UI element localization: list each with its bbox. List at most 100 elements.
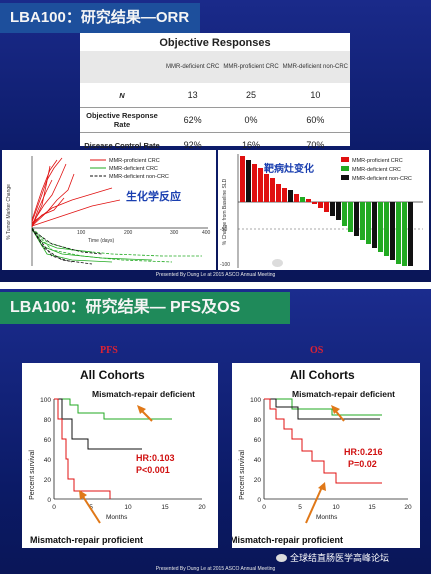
x-tick: 15: [368, 504, 376, 511]
slide-orr: LBA100：研究结果—ORR Objective Responses MMR-…: [0, 0, 431, 282]
legend: MMR-proficient CRC MMR-deficient CRC MMR…: [341, 157, 412, 182]
y-tick: 100: [40, 397, 51, 404]
x-ticks: 0 5 10 15 20: [52, 504, 206, 511]
y-tick: 20: [254, 477, 262, 484]
tumor-marker-svg: % Tumor Marker Change 100 200 300 400 Ti…: [6, 156, 211, 266]
y-tick: 60: [254, 437, 262, 444]
y-tick: 100: [250, 397, 261, 404]
x-tick: 20: [404, 504, 412, 511]
wechat-icon: [276, 553, 287, 562]
x-tick: 5: [298, 504, 302, 511]
hr-value: HR:0.103: [136, 453, 175, 463]
footer: Presented By Dung Le at 2015 ASCO Annual…: [155, 272, 276, 278]
watermark: 全球结直肠医学高峰论坛: [276, 551, 389, 564]
os-chart: All Cohorts Mismatch-repair deficient Pe…: [230, 363, 420, 548]
y-tick: 20: [44, 477, 52, 484]
y-tick: 60: [44, 437, 52, 444]
col-header: MMR-deficient non-CRC: [280, 51, 350, 83]
x-ticks: 0 5 10 15 20: [262, 504, 412, 511]
hr-value: HR:0.216: [344, 447, 383, 457]
annotation-proficient: Mismatch-repair proficient: [232, 535, 343, 545]
pfs-chart: All Cohorts Mismatch-repair deficient Pe…: [22, 363, 218, 548]
cell: 60%: [280, 107, 350, 133]
x-axis-label: Time (days): [88, 238, 115, 244]
os-label: OS: [310, 345, 324, 356]
col-header: MMR-proficient CRC: [221, 51, 281, 83]
y-tick: 0: [47, 497, 51, 504]
x-tick: 200: [124, 230, 133, 236]
annotation-deficient: Mismatch-repair deficient: [92, 389, 195, 399]
proficient-curve: [264, 398, 382, 484]
y-axis-label: % Tumor Marker Change: [6, 184, 12, 240]
chart-title: 靶病灶变化: [264, 162, 314, 175]
y-axis-label: % Change from Baseline SLD: [222, 178, 228, 245]
pfs-label: PFS: [100, 345, 118, 356]
y-tick: 40: [254, 457, 262, 464]
p-value: P<0.001: [136, 465, 170, 475]
legend-item: MMR-deficient CRC: [352, 167, 401, 173]
slide-title: LBA100：研究结果— PFS及OS: [0, 292, 290, 324]
os-svg: All Cohorts Mismatch-repair deficient Pe…: [230, 368, 412, 545]
x-tick: 300: [170, 230, 179, 236]
responses-table: MMR-deficient CRC MMR-proficient CRC MMR…: [80, 51, 350, 157]
y-ticks: 0 20 40 60 80 100: [40, 397, 51, 504]
legend-item: MMR-proficient CRC: [352, 158, 403, 164]
cell: 25: [245, 90, 256, 100]
proficient-curve: [54, 398, 111, 499]
watermark-text: 全球结直肠医学高峰论坛: [290, 553, 390, 563]
table-title: Objective Responses: [159, 37, 271, 49]
footer: Presented By Dung Le at 2015 ASCO Annual…: [155, 566, 276, 572]
wechat-icon: [272, 258, 283, 267]
y-tick: 0: [257, 497, 261, 504]
slide-title: LBA100：研究结果—ORR: [0, 3, 200, 33]
row-label: N: [119, 90, 125, 100]
y-ticks: 0 20 40 60 80 100: [250, 397, 261, 504]
x-tick: 0: [52, 504, 56, 511]
y-tick: -100: [220, 262, 230, 268]
non-crc-curve: [54, 398, 142, 450]
watermark: 全球结直肠医学高峰论坛: [272, 257, 374, 268]
x-tick: 10: [332, 504, 340, 511]
row-label: Objective Response Rate: [80, 107, 164, 133]
x-tick: 15: [161, 504, 169, 511]
x-tick: 0: [262, 504, 266, 511]
y-tick: 80: [44, 417, 52, 424]
watermark-text: 全球结直肠医学高峰论坛: [286, 258, 374, 267]
legend-item: MMR-proficient CRC: [109, 158, 160, 164]
p-value: P=0.02: [348, 459, 377, 469]
x-tick: 10: [124, 504, 132, 511]
x-tick: 400: [202, 230, 211, 236]
y-tick: -50: [220, 227, 227, 233]
legend-item: MMR-deficient non-CRC: [109, 174, 169, 180]
objective-responses-table: Objective Responses MMR-deficient CRC MM…: [80, 33, 350, 157]
annotation-deficient: Mismatch-repair deficient: [292, 389, 395, 399]
x-tick: 100: [77, 230, 86, 236]
chart-title: All Cohorts: [290, 368, 355, 382]
legend-item: MMR-deficient CRC: [109, 166, 158, 172]
pfs-svg: All Cohorts Mismatch-repair deficient Pe…: [29, 368, 206, 545]
deficient-curve: [264, 398, 382, 416]
cell: 13: [187, 90, 198, 100]
y-tick: 40: [44, 457, 52, 464]
x-tick: 20: [198, 504, 206, 511]
chart-title: 生化学反应: [126, 189, 181, 203]
slide-pfs-os: LBA100：研究结果— PFS及OS PFS OS All Cohorts M…: [0, 289, 431, 574]
col-header: MMR-deficient CRC: [164, 51, 222, 83]
cell: 62%: [164, 107, 222, 133]
cell: 0%: [221, 107, 281, 133]
y-axis-label: Percent survival: [239, 450, 246, 500]
y-tick: 80: [254, 417, 262, 424]
cell: 10: [310, 90, 321, 100]
x-axis-label: Months: [316, 514, 338, 521]
deficient-non-crc-lines: [31, 227, 103, 265]
y-axis-label: Percent survival: [29, 450, 36, 500]
annotation-proficient: Mismatch-repair proficient: [30, 535, 143, 545]
proficient-lines: [31, 157, 121, 228]
non-crc-curve: [264, 398, 380, 420]
deficient-curve: [54, 398, 172, 420]
legend: MMR-proficient CRC MMR-deficient CRC MMR…: [90, 158, 169, 180]
x-axis-label: Months: [106, 514, 128, 521]
waterfall-svg: % Change from Baseline SLD -50 -100: [220, 154, 423, 268]
target-lesion-chart: % Change from Baseline SLD -50 -100: [218, 150, 429, 270]
tumor-marker-chart: % Tumor Marker Change 100 200 300 400 Ti…: [2, 150, 216, 270]
